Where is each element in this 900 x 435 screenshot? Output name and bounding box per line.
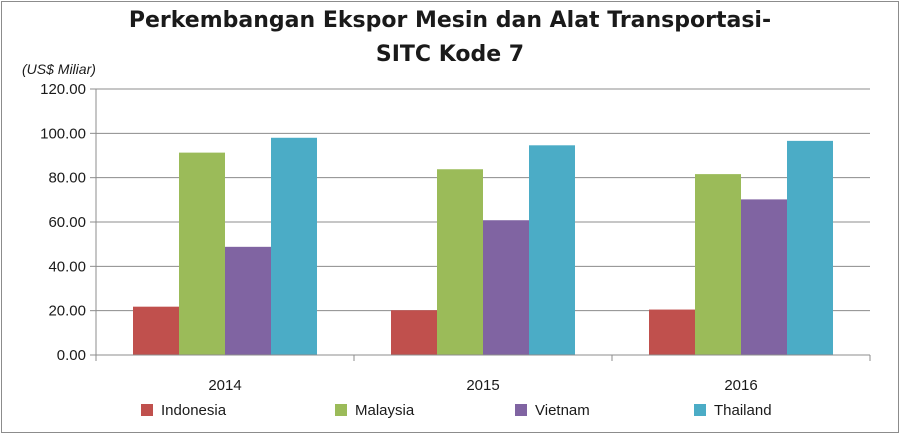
y-tick-label: 100.00 — [40, 125, 86, 142]
chart-title: Perkembangan Ekspor Mesin dan Alat Trans… — [2, 4, 898, 72]
bar-vietnam-2016 — [741, 199, 787, 355]
legend-swatch — [335, 404, 347, 416]
y-tick-label: 80.00 — [48, 170, 86, 187]
bar-malaysia-2016 — [695, 174, 741, 355]
bar-malaysia-2014 — [179, 152, 225, 355]
bar-indonesia-2015 — [391, 310, 437, 355]
chart-title-line-2: SITC Kode 7 — [375, 42, 525, 67]
legend-item-vietnam: Vietnam — [515, 398, 590, 422]
legend-item-indonesia: Indonesia — [141, 398, 226, 422]
legend-label: Vietnam — [535, 401, 590, 419]
legend-label: Thailand — [714, 401, 772, 419]
y-tick-label: 60.00 — [48, 214, 86, 231]
x-tick-label: 2015 — [466, 377, 499, 394]
bar-indonesia-2016 — [649, 309, 695, 355]
legend-label: Malaysia — [355, 401, 415, 419]
x-tick-label: 2014 — [208, 377, 241, 394]
x-tick-label: 2016 — [724, 377, 757, 394]
bar-indonesia-2014 — [133, 306, 179, 355]
bar-malaysia-2015 — [437, 169, 483, 355]
chart-title-line-1: Perkembangan Ekspor Mesin dan Alat Trans… — [128, 8, 772, 33]
bar-vietnam-2014 — [225, 246, 271, 355]
legend-item-malaysia: Malaysia — [335, 398, 414, 422]
legend-swatch — [515, 404, 527, 416]
bar-thailand-2015 — [529, 145, 575, 355]
y-axis-label: (US$ Miliar) — [22, 61, 96, 77]
y-tick-label: 120.00 — [40, 81, 86, 98]
legend-item-thailand: Thailand — [694, 398, 772, 422]
legend-swatch — [694, 404, 706, 416]
legend: Indonesia Malaysia Vietnam Thailand — [2, 398, 898, 422]
bar-thailand-2016 — [787, 140, 833, 355]
bar-thailand-2014 — [271, 137, 317, 355]
legend-swatch — [141, 404, 153, 416]
y-tick-label: 40.00 — [48, 258, 86, 275]
legend-label: Indonesia — [161, 401, 227, 419]
y-tick-label: 0.00 — [57, 347, 86, 364]
y-tick-label: 20.00 — [48, 303, 86, 320]
bar-vietnam-2015 — [483, 220, 529, 355]
